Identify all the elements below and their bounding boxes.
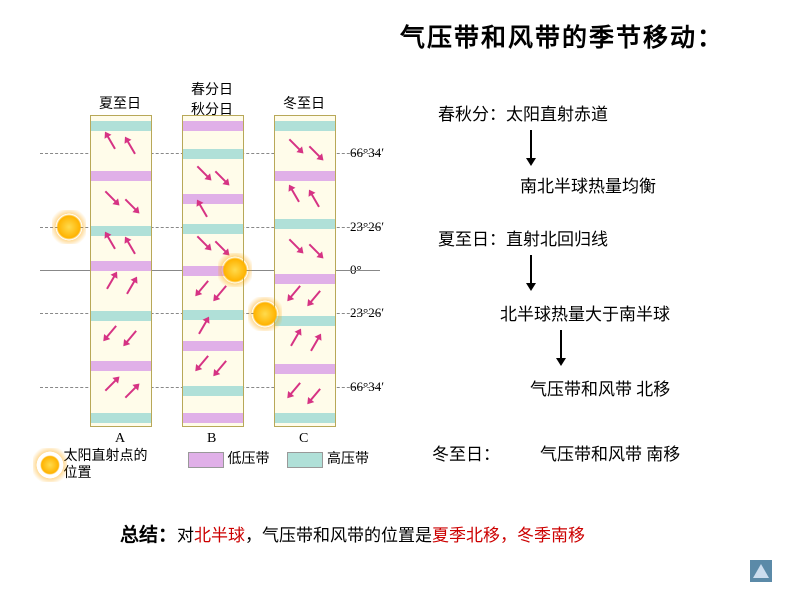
flow-arrow-3 — [560, 330, 562, 360]
low-pressure-band — [183, 194, 243, 204]
text-south-shift: 气压带和风带 南移 — [540, 440, 680, 465]
wind-arrow — [197, 236, 210, 249]
low-pressure-band — [91, 261, 151, 271]
wind-arrow — [289, 139, 302, 152]
wind-arrow — [215, 360, 227, 374]
wind-arrow — [309, 244, 322, 257]
legend-low: 低压带 — [188, 448, 270, 468]
wind-arrow — [105, 325, 117, 339]
wind-arrow — [197, 280, 209, 294]
high-pressure-band — [275, 121, 335, 131]
wind-arrow — [289, 382, 301, 396]
wind-arrow — [197, 166, 210, 179]
legend-high-label: 高压带 — [327, 452, 369, 467]
text-equinox: 春秋分：太阳直射赤道 — [438, 100, 608, 125]
wind-arrow — [125, 386, 138, 399]
high-pressure-band — [183, 386, 243, 396]
wind-arrow — [290, 188, 300, 203]
high-pressure-band — [183, 149, 243, 159]
wind-arrow — [125, 199, 138, 212]
summary-r2: 夏季北移，冬季南移 — [432, 526, 585, 545]
sun-icon — [252, 301, 278, 327]
low-pressure-band — [275, 171, 335, 181]
latitude-label: 66°34′ — [350, 379, 384, 395]
column-label-C: 冬至日 — [269, 93, 339, 113]
legend-low-label: 低压带 — [228, 452, 270, 467]
wind-arrow — [289, 285, 301, 299]
seasonal-diagram: 66°34′23°26′0°23°26′66°34′夏至日A春分日秋分日B冬至日… — [40, 85, 380, 465]
wind-arrow — [126, 140, 136, 155]
high-pressure-band — [183, 310, 243, 320]
high-pressure-band — [275, 413, 335, 423]
high-pressure-band — [275, 219, 335, 229]
wind-arrow — [309, 388, 321, 402]
summary-r1: 北半球 — [194, 526, 245, 545]
wind-arrow — [215, 241, 228, 254]
flow-arrow-1 — [530, 130, 532, 160]
text-north-shift: 气压带和风带 北移 — [530, 375, 670, 400]
column-letter-A: A — [115, 431, 125, 447]
low-pressure-band — [275, 364, 335, 374]
text-summer: 夏至日：直射北回归线 — [438, 225, 608, 250]
wind-arrow — [215, 171, 228, 184]
wind-arrow — [105, 191, 118, 204]
column-label-A: 夏至日 — [85, 93, 155, 113]
wind-arrow — [290, 332, 300, 347]
wind-arrow — [126, 240, 136, 255]
high-pressure-band — [91, 413, 151, 423]
high-pressure-band — [91, 311, 151, 321]
wind-arrow — [197, 355, 209, 369]
high-pressure-band — [275, 316, 335, 326]
wind-arrow — [309, 290, 321, 304]
wind-arrow — [309, 146, 322, 159]
summary-head: 总结： — [120, 525, 177, 546]
wind-arrow — [106, 275, 116, 290]
high-pressure-band — [183, 224, 243, 234]
wind-arrow — [198, 203, 208, 218]
low-pressure-band — [91, 171, 151, 181]
legend: 太阳直射点的位置 低压带 高压带 — [40, 448, 383, 482]
text-north-heat: 北半球热量大于南半球 — [500, 300, 670, 325]
column-letter-C: C — [299, 431, 308, 447]
text-balance: 南北半球热量均衡 — [520, 172, 656, 197]
high-pressure-band — [91, 226, 151, 236]
column-C — [274, 115, 336, 427]
wind-arrow — [106, 235, 116, 250]
summary-t2: ，气压带和风带的位置是 — [245, 526, 432, 545]
column-label-B: 春分日秋分日 — [177, 79, 247, 119]
low-pressure-band — [183, 121, 243, 131]
home-icon[interactable] — [750, 560, 772, 582]
legend-high: 高压带 — [287, 448, 369, 468]
wind-arrow — [105, 379, 118, 392]
latitude-label: 23°26′ — [350, 219, 384, 235]
text-winter-label: 冬至日： — [432, 440, 500, 465]
column-letter-B: B — [207, 431, 216, 447]
low-pressure-band — [91, 361, 151, 371]
wind-arrow — [106, 135, 116, 150]
legend-sun-label: 太阳直射点的位置 — [64, 448, 160, 482]
wind-arrow — [215, 285, 227, 299]
low-pressure-band — [275, 274, 335, 284]
low-pressure-band — [183, 341, 243, 351]
sun-icon — [56, 214, 82, 240]
summary-t1: 对 — [177, 526, 194, 545]
high-pressure-band — [91, 121, 151, 131]
summary: 总结：对北半球，气压带和风带的位置是夏季北移，冬季南移 — [120, 520, 585, 547]
sun-icon — [222, 257, 248, 283]
wind-arrow — [126, 280, 136, 295]
latitude-label: 66°34′ — [350, 145, 384, 161]
page-title: 气压带和风带的季节移动： — [400, 18, 724, 54]
legend-sun: 太阳直射点的位置 — [40, 448, 170, 482]
latitude-label: 23°26′ — [350, 305, 384, 321]
wind-arrow — [198, 320, 208, 335]
flow-arrow-2 — [530, 255, 532, 285]
low-pressure-band — [183, 413, 243, 423]
wind-arrow — [310, 337, 320, 352]
wind-arrow — [310, 193, 320, 208]
wind-arrow — [289, 239, 302, 252]
column-A — [90, 115, 152, 427]
wind-arrow — [125, 330, 137, 344]
